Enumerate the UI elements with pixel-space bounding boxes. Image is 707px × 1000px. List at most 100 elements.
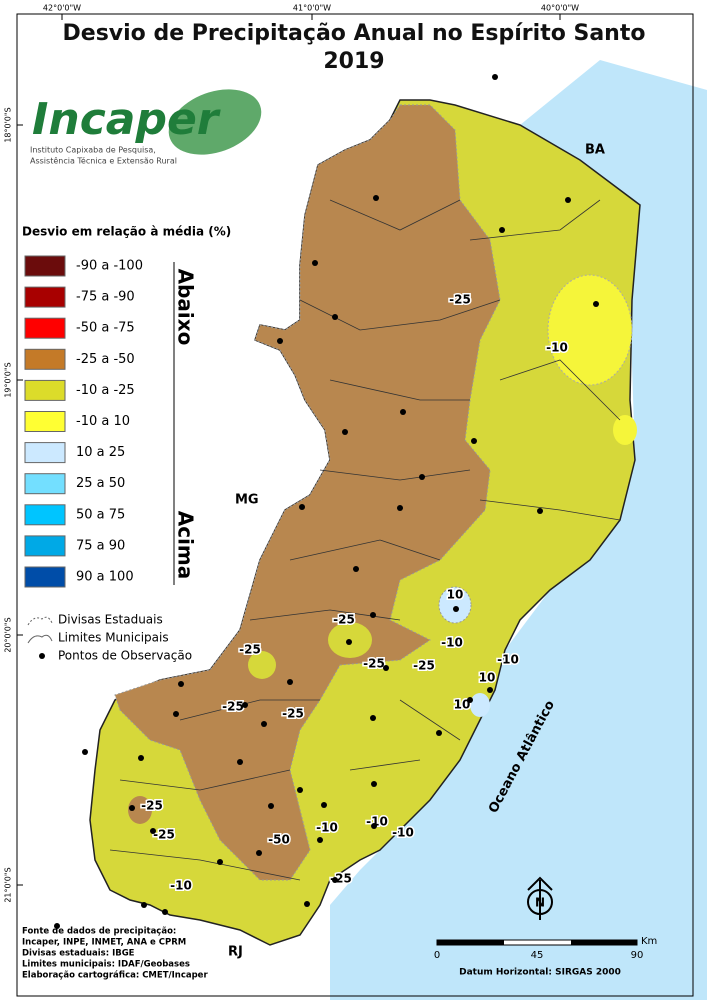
observation-point [370, 612, 376, 618]
legend-label: 10 a 25 [76, 445, 125, 460]
observation-point [370, 715, 376, 721]
legend-swatch [24, 566, 66, 588]
observation-point [317, 837, 323, 843]
contour-label: -50 [268, 833, 290, 847]
contour-label: -25 [141, 799, 163, 813]
observation-point [453, 606, 459, 612]
municipal-limits [109, 199, 621, 881]
contour-label: -10 [366, 815, 388, 829]
legend-swatch [24, 504, 66, 526]
observation-point [436, 730, 442, 736]
observation-point [400, 409, 406, 415]
logo-line: Assistência Técnica e Extensão Rural [30, 156, 177, 166]
observation-point [129, 805, 135, 811]
observation-point [383, 665, 389, 671]
credit-line: Divisas estaduais: IBGE [22, 949, 135, 959]
graticule-label: 19°0'0"S [4, 362, 13, 397]
legend-above: Acima [174, 511, 198, 580]
contour-label: -10 [441, 636, 463, 650]
observation-point [178, 681, 184, 687]
map-subtitle: 2019 [323, 49, 384, 74]
observation-point [173, 711, 179, 717]
legend-label: 25 a 50 [76, 476, 125, 491]
contour-label: -25 [222, 700, 244, 714]
legend-label: -75 a -90 [76, 290, 135, 305]
observation-point [141, 902, 147, 908]
legend-swatch [24, 535, 66, 557]
graticule [16, 13, 694, 997]
legend-point [39, 653, 45, 659]
graticule-label: 42°0'0"W [43, 4, 81, 13]
zone-near-normal [547, 274, 633, 386]
observation-point [471, 438, 477, 444]
logo-name: Incaper [32, 94, 221, 145]
legend-swatch [24, 411, 66, 432]
observation-point [321, 802, 327, 808]
observation-point [312, 260, 318, 266]
zone-above [438, 586, 472, 624]
observation-point [353, 566, 359, 572]
zone-below [128, 796, 152, 824]
legend-swatch [24, 348, 66, 370]
observation-point [277, 338, 283, 344]
scale-label: 90 [631, 950, 644, 961]
region-label: MG [235, 493, 259, 508]
graticule-label: 21°0'0"S [4, 867, 13, 902]
observation-point [397, 505, 403, 511]
observation-point [217, 859, 223, 865]
contour-label: -25 [239, 643, 261, 657]
observation-point [499, 227, 505, 233]
observation-point [593, 301, 599, 307]
observation-point [492, 74, 498, 80]
observation-point [371, 823, 377, 829]
contour-label: -10 [497, 653, 519, 667]
contour-label: -25 [333, 613, 355, 627]
credit-line: Elaboração cartográfica: CMET/Incaper [22, 971, 208, 981]
scale-label: 0 [434, 950, 440, 961]
datum: Datum Horizontal: SIRGAS 2000 [459, 968, 621, 978]
legend-below: Abaixo [174, 269, 198, 346]
observation-point [467, 697, 473, 703]
observation-point [332, 314, 338, 320]
legend-label: 50 a 75 [76, 507, 125, 522]
observation-point [138, 755, 144, 761]
graticule-label: 41°0'0"W [293, 4, 331, 13]
contour-label: 10 [447, 588, 464, 602]
logo-leaf [168, 89, 262, 155]
observation-point [487, 687, 493, 693]
observation-point [332, 877, 338, 883]
scale-unit: Km [641, 936, 657, 947]
observation-point [565, 197, 571, 203]
scale-bar [436, 939, 638, 946]
graticule-label: 20°0'0"S [4, 617, 13, 652]
zone-above [470, 693, 490, 717]
observation-point [162, 909, 168, 915]
legend-label: -10 a 10 [76, 414, 130, 429]
observation-point [373, 195, 379, 201]
observation-point [297, 787, 303, 793]
legend-swatch [24, 473, 66, 495]
legend-boundary [27, 634, 53, 644]
region-label: BA [585, 143, 605, 158]
observation-point [304, 901, 310, 907]
region-label: RJ [228, 945, 243, 960]
legend-label: -25 a -50 [76, 352, 135, 367]
contour-label: -10 [392, 826, 414, 840]
legend-label: Limites Municipais [58, 631, 169, 645]
zone-moderate [248, 651, 276, 679]
logo-line: Instituto Capixaba de Pesquisa, [30, 146, 156, 155]
legend-title: Desvio em relação à média (%) [22, 225, 231, 239]
observation-point [150, 828, 156, 834]
observation-point [82, 749, 88, 755]
observation-point [346, 639, 352, 645]
contour-label: 10 [479, 671, 496, 685]
legend-swatch [24, 379, 66, 401]
observation-point [299, 504, 305, 510]
scale-label: 45 [531, 950, 544, 961]
legend-swatch [24, 442, 66, 464]
observation-point [261, 721, 267, 727]
observation-point [287, 679, 293, 685]
north-label: N [535, 896, 545, 910]
credit-line: Incaper, INPE, INMET, ANA e CPRM [22, 938, 186, 948]
graticule-label: 40°0'0"W [541, 4, 579, 13]
